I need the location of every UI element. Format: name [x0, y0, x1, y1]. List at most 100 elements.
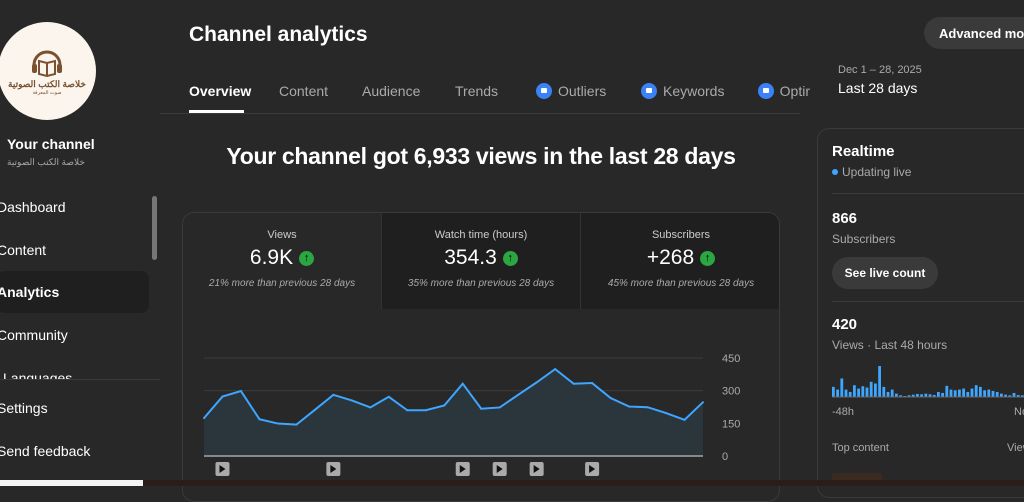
tab-content[interactable]: Content [279, 83, 328, 99]
channel-avatar[interactable]: خلاصة الكتب الصوتية صوت المعرفة [0, 22, 96, 120]
realtime-bar [882, 386, 886, 397]
realtime-bar [979, 386, 982, 397]
nav-dashboard[interactable]: Dashboard [0, 199, 66, 215]
metric-label: Views [267, 229, 297, 241]
data-point [572, 382, 575, 385]
realtime-bar [848, 391, 852, 397]
headline: Your channel got 6,933 views in the last… [226, 143, 736, 169]
nav-analytics[interactable]: Analytics [0, 271, 149, 313]
tab-label: Outliers [558, 83, 607, 99]
nav-send-feedback[interactable]: Send feedback [0, 443, 91, 459]
realtime-bar [924, 393, 928, 397]
data-point [480, 407, 483, 410]
realtime-bar [886, 391, 890, 397]
realtime-bar [928, 394, 932, 397]
headphones-book-icon [32, 50, 62, 77]
video-marker[interactable] [215, 462, 230, 476]
video-marker[interactable] [529, 462, 544, 476]
realtime-bar [874, 383, 877, 397]
logo-text: خلاصة الكتب الصوتية [8, 78, 86, 89]
realtime-bar [941, 392, 944, 397]
tab-label: Overview [189, 83, 252, 99]
data-point [258, 418, 261, 421]
y-tick-label: 150 [722, 418, 740, 430]
realtime-bar [865, 387, 869, 397]
tab-audience[interactable]: Audience [362, 83, 420, 99]
realtime-bar [907, 395, 911, 397]
subscribers-label: Subscribers [832, 232, 896, 246]
see-live-count-button[interactable]: See live count [832, 257, 938, 289]
realtime-bar [1021, 395, 1024, 397]
metric-label: Subscribers [651, 229, 711, 241]
tab-optimization[interactable]: Optir [758, 83, 810, 99]
realtime-bar [991, 390, 995, 397]
nav-settings[interactable]: Settings [0, 400, 48, 416]
active-tab-underline [189, 110, 244, 113]
area-fill [204, 369, 703, 456]
live-status: Updating live [832, 165, 911, 179]
tab-label: Audience [362, 83, 421, 99]
nav-community[interactable]: Community [0, 327, 68, 343]
data-point [702, 401, 704, 404]
advanced-mode-button[interactable]: Advanced mode [924, 17, 1024, 49]
play-icon [589, 465, 596, 473]
metric-label: Watch time (hours) [434, 229, 528, 241]
data-point [221, 395, 224, 398]
video-marker[interactable] [326, 462, 341, 476]
video-marker[interactable] [492, 462, 507, 476]
tab-trends[interactable]: Trends [455, 83, 498, 99]
data-point [591, 382, 594, 385]
data-point [276, 422, 279, 425]
data-point [369, 406, 372, 409]
series-line [203, 367, 704, 426]
divider [832, 301, 1024, 302]
realtime-bar [895, 393, 898, 397]
axis-start: -48h [832, 406, 855, 418]
realtime-bar [970, 388, 974, 397]
realtime-bar [953, 390, 957, 397]
sidebar: خلاصة الكتب الصوتية صوت المعرفة Your cha… [0, 0, 166, 480]
realtime-bar [974, 385, 978, 397]
realtime-bar [903, 395, 907, 397]
metric-views[interactable]: Views 6.9K ↑ 21% more than previous 28 da… [183, 213, 382, 309]
y-tick-label: 300 [722, 386, 740, 398]
data-point [646, 406, 649, 409]
video-marker[interactable] [455, 462, 470, 476]
metric-compare: 35% more than previous 28 days [407, 278, 555, 289]
background-window-strip [0, 480, 1024, 486]
tab-keywords[interactable]: Keywords [641, 83, 724, 99]
realtime-bar [916, 393, 919, 397]
metric-watch-time[interactable]: Watch time (hours) 354.3 ↑ 35% more than … [382, 213, 581, 309]
date-range-label[interactable]: Last 28 days [838, 80, 918, 96]
data-point [628, 405, 631, 408]
tab-overview[interactable]: Overview [189, 83, 251, 99]
sidebar-scrollbar[interactable] [152, 196, 157, 260]
y-tick-label: 0 [722, 451, 728, 463]
realtime-bar [844, 389, 848, 397]
metric-subscribers[interactable]: Subscribers +268 ↑ 45% more than previous… [581, 213, 779, 309]
play-icon [330, 465, 337, 473]
views-chart[interactable]: 450 300 150 0 [182, 340, 742, 480]
play-icon [496, 465, 503, 473]
background-window [0, 480, 143, 486]
play-icon [533, 465, 540, 473]
data-point [406, 409, 409, 412]
top-views-label: Views [1007, 442, 1024, 454]
realtime-bar [1012, 392, 1016, 397]
realtime-bar-chart[interactable] [832, 359, 1024, 399]
video-marker[interactable] [585, 462, 600, 476]
date-range[interactable]: Dec 1 – 28, 2025 [838, 64, 922, 76]
nav-content[interactable]: Content [0, 242, 47, 258]
nav-languages[interactable]: Languages [3, 370, 73, 380]
realtime-bar [1008, 395, 1012, 397]
logo-subtext: صوت المعرفة [32, 89, 62, 96]
realtime-bar [857, 388, 860, 397]
realtime-bar [836, 389, 839, 397]
data-point [239, 390, 242, 393]
data-point [609, 397, 612, 400]
languages-clip: Languages [0, 366, 160, 380]
play-icon [459, 465, 466, 473]
experiment-icon [641, 83, 657, 99]
tab-outliers[interactable]: Outliers [536, 83, 606, 99]
y-tick-label: 450 [722, 353, 740, 365]
